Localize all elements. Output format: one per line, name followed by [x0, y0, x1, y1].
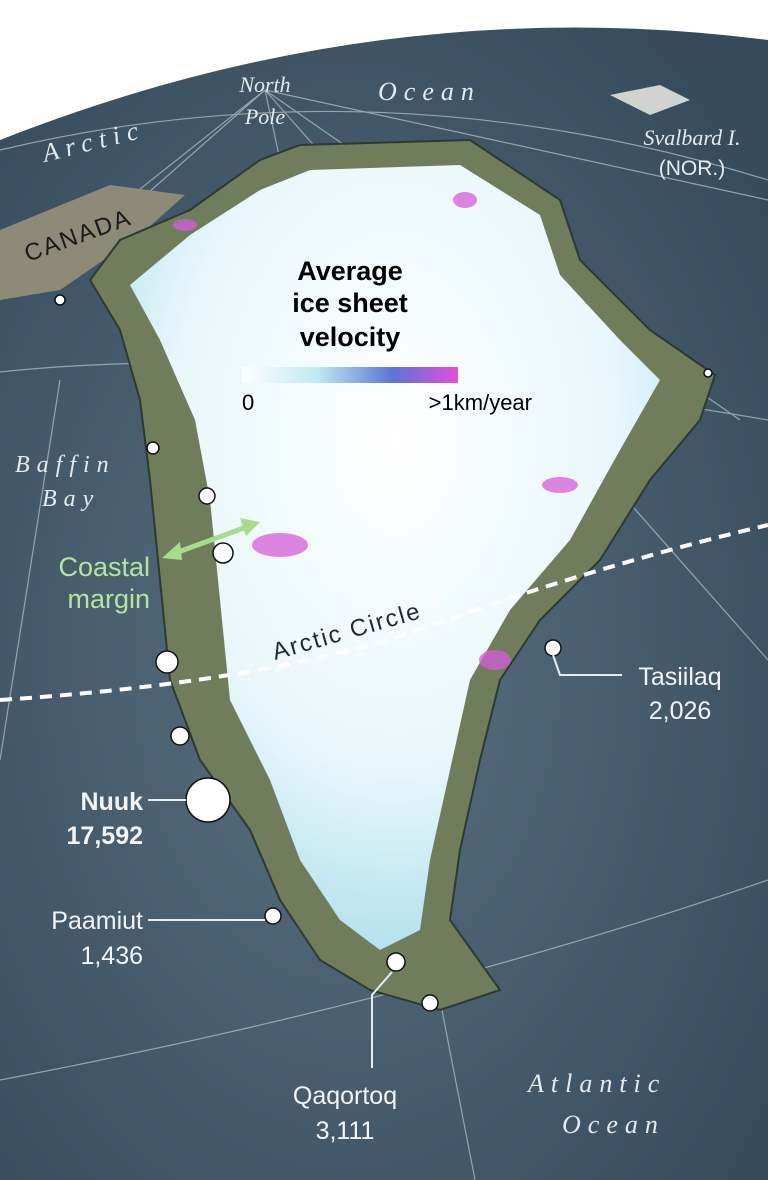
- town: [54, 294, 66, 306]
- parallel: [0, 110, 768, 181]
- town-paamiut: [264, 907, 282, 925]
- town: [703, 368, 713, 378]
- canada-land: [0, 185, 185, 300]
- town: [212, 542, 234, 564]
- glacier: [542, 477, 578, 493]
- town-qaqortoq: [386, 952, 406, 972]
- coastal-arrowheads: [162, 518, 260, 560]
- town: [155, 650, 179, 674]
- legend-title: Average ice sheet velocity: [292, 256, 408, 352]
- legend-max: >1km/year: [429, 390, 532, 415]
- legend-title-line: ice sheet: [292, 288, 408, 318]
- meridian: [264, 89, 281, 161]
- coastal-margin-label: Coastal: [58, 552, 150, 582]
- meridian: [0, 379, 61, 761]
- town-nuuk: [185, 777, 231, 823]
- atlantic-ocean-label: Atlantic: [526, 1069, 666, 1098]
- town-population: 1,436: [80, 942, 143, 970]
- baffin-bay-label: Baffin: [15, 452, 116, 478]
- atlantic-ocean-label: Ocean: [562, 1110, 665, 1139]
- legend-bar: [242, 367, 458, 383]
- meridian: [139, 89, 266, 201]
- glacier: [173, 219, 197, 231]
- svalbard-label: (NOR.): [659, 157, 726, 180]
- qaqortoq-leader: [371, 971, 393, 1068]
- north-pole-label: Pole: [244, 104, 286, 129]
- meridian: [264, 89, 768, 201]
- svalbard-land: [610, 85, 690, 115]
- coastal-arrow: [169, 522, 253, 558]
- town-population: 17,592: [67, 822, 143, 850]
- glacier: [252, 533, 308, 557]
- legend-title-line: velocity: [300, 322, 401, 352]
- town-population: 3,111: [316, 1117, 375, 1145]
- town: [146, 441, 160, 455]
- town-name: Qaqortoq: [293, 1082, 397, 1110]
- tasiilaq-leader: [552, 654, 622, 676]
- glacier: [479, 650, 511, 670]
- town-population: 2,026: [649, 697, 712, 725]
- town: [170, 726, 190, 746]
- town: [198, 487, 216, 505]
- town-name: Tasiilaq: [638, 663, 721, 691]
- legend-title-line: Average: [297, 256, 403, 286]
- glacier: [453, 192, 477, 208]
- legend-min: 0: [242, 390, 254, 415]
- town-tasiilaq: [544, 639, 562, 657]
- ice-sheet: [130, 165, 660, 950]
- fast-ice: [173, 192, 578, 670]
- arctic-circle-line: [0, 523, 768, 702]
- town-name: Paamiut: [51, 907, 143, 935]
- town-name: Nuuk: [81, 788, 144, 816]
- coastal-margin-label: margin: [67, 584, 150, 614]
- towns: [54, 294, 713, 1012]
- meridian: [439, 999, 476, 1180]
- arctic-ocean-label: Ocean: [378, 77, 481, 106]
- north-pole-label: North: [238, 72, 290, 97]
- town: [421, 994, 439, 1012]
- baffin-bay-label: Bay: [42, 486, 100, 512]
- svalbard-label: Svalbard I.: [644, 125, 741, 150]
